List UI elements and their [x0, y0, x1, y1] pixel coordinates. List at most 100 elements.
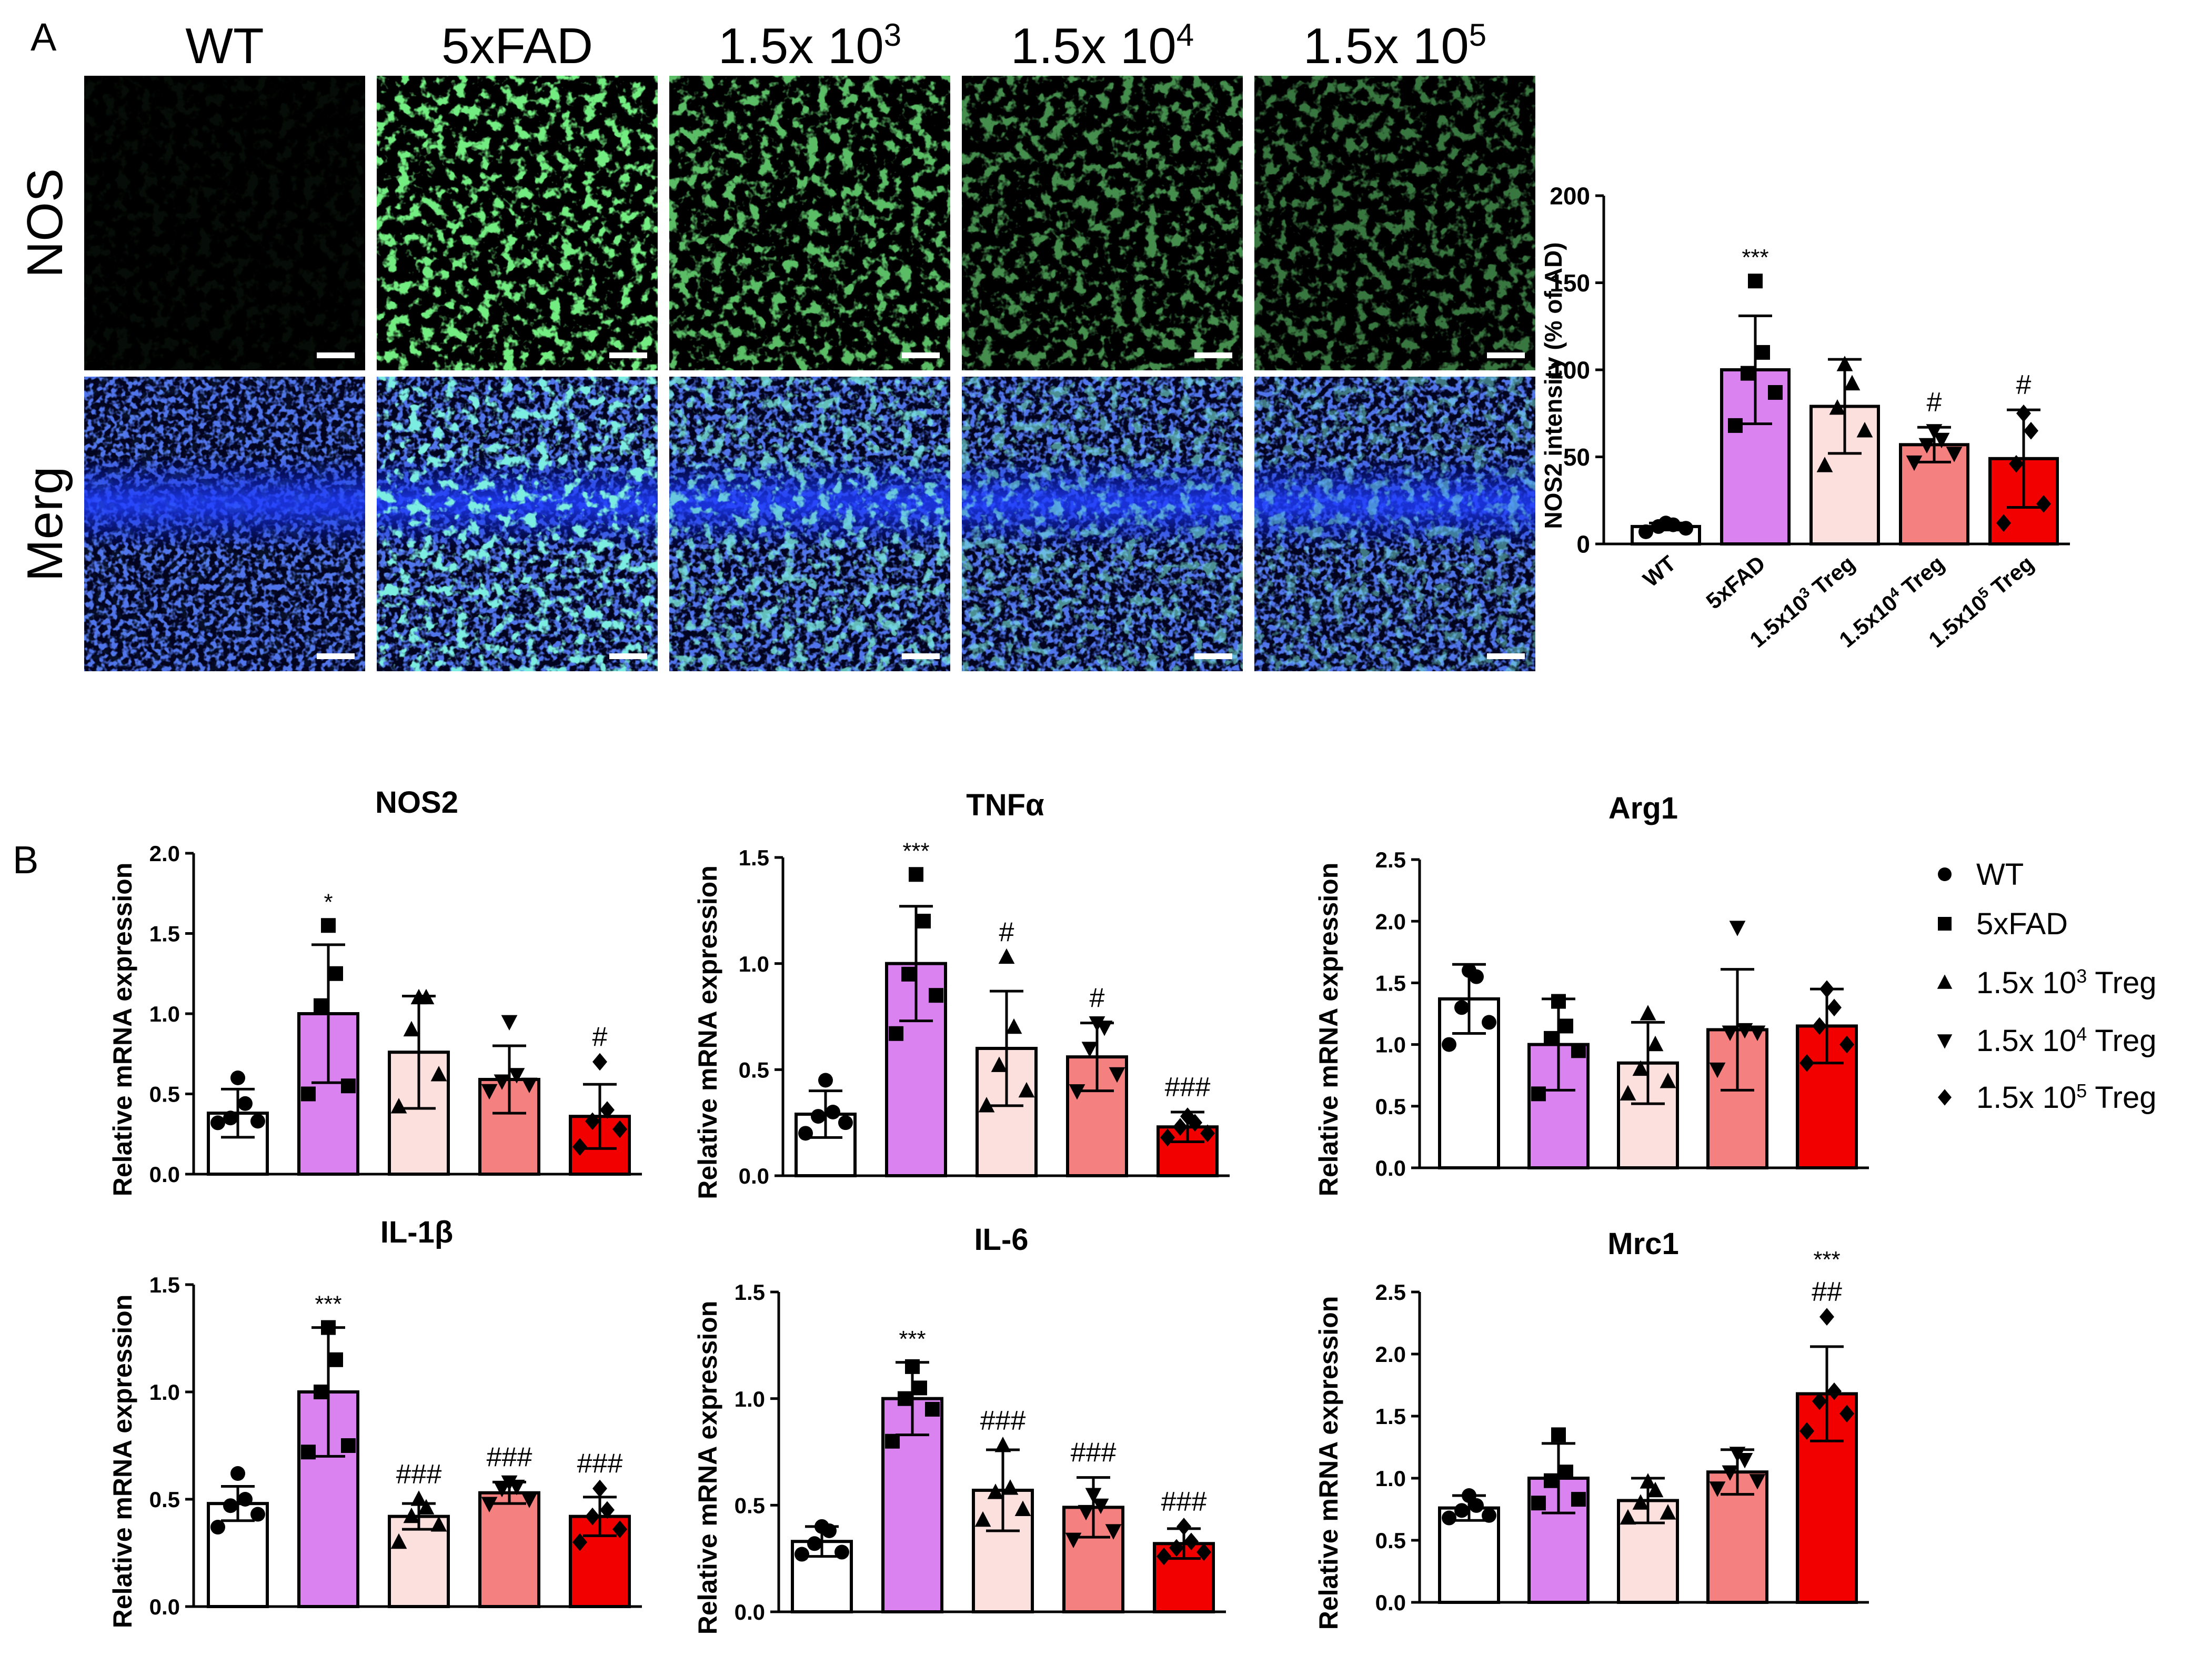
- data-point: [795, 1547, 809, 1562]
- scale-bar: [609, 653, 647, 659]
- x-tick-label: 5xFAD: [1701, 551, 1769, 614]
- data-point: [1748, 274, 1763, 289]
- significance-label: ###: [1165, 1072, 1211, 1103]
- data-point: [2016, 404, 2031, 422]
- data-point: [1844, 375, 1861, 391]
- data-point: [1728, 418, 1743, 433]
- micrograph-column-superscript: 4: [1177, 17, 1194, 53]
- data-point: [1799, 1422, 1814, 1440]
- data-point: [430, 1066, 447, 1082]
- data-point: [1640, 1005, 1656, 1021]
- chart-nos2_mrna: NOS2 0.0 0.5 1.0 1.5 2.0 Relative mRNA express…: [108, 785, 642, 1196]
- data-point: [494, 1074, 510, 1090]
- data-point: [341, 1438, 356, 1453]
- scale-bar: [902, 653, 940, 659]
- legend-label: 1.5x 103 Treg: [1976, 965, 2156, 1001]
- data-point: [2009, 455, 2024, 473]
- data-point: [1092, 1498, 1109, 1514]
- y-axis-label: NOS2 intensity (% of AD): [1540, 242, 1567, 529]
- micrograph-column-superscript: 3: [884, 17, 901, 53]
- data-point: [1632, 1494, 1649, 1510]
- y-tick-label: 2.5: [1375, 847, 1406, 872]
- scale-bar: [902, 352, 940, 358]
- data-point: [1177, 1518, 1191, 1536]
- data-point: [994, 1437, 1011, 1452]
- y-tick-label: 0.5: [149, 1082, 180, 1107]
- data-point: [481, 1497, 498, 1512]
- y-axis-label: Relative mRNA expression: [108, 1295, 137, 1629]
- micrograph-row-label: Merg: [17, 467, 73, 582]
- significance-label: ***: [315, 1291, 341, 1317]
- significance-label: *: [324, 889, 333, 915]
- data-point: [885, 1433, 900, 1449]
- data-point: [1709, 1062, 1726, 1078]
- data-point: [1544, 1031, 1559, 1046]
- legend-marker: [1937, 1034, 1953, 1049]
- data-point: [1749, 1025, 1766, 1041]
- y-tick-label: 1.5: [739, 845, 769, 870]
- data-point: [818, 1073, 833, 1088]
- data-point: [230, 1466, 245, 1481]
- data-point: [600, 1501, 615, 1519]
- y-axis-label: Relative mRNA expression: [693, 1301, 722, 1635]
- data-point: [341, 1078, 356, 1094]
- significance-label: #: [1927, 387, 1942, 418]
- data-point: [223, 1110, 238, 1126]
- scale-bar: [1194, 653, 1232, 659]
- scale-bar: [1487, 352, 1525, 358]
- micrograph-column-label: WT: [185, 18, 264, 74]
- y-tick-label: 1.5: [1375, 1404, 1406, 1429]
- data-point: [1906, 455, 1923, 471]
- data-point: [1173, 1118, 1188, 1136]
- data-point: [1571, 1043, 1586, 1058]
- micrograph-merge-signal: [377, 377, 658, 671]
- y-tick-label: 0.0: [735, 1600, 765, 1624]
- data-point: [508, 1068, 525, 1084]
- data-point: [987, 1483, 1004, 1499]
- data-point: [250, 1114, 265, 1129]
- y-tick-label: 200: [1550, 183, 1590, 210]
- legend: WT 5xFAD 1.5x 103 Treg 1.5x 104 Treg 1.5x 10…: [1937, 857, 2156, 1115]
- data-point: [328, 966, 343, 981]
- data-point: [321, 1320, 336, 1335]
- y-tick-label: 1.0: [149, 1002, 180, 1026]
- data-point: [612, 1120, 627, 1138]
- chart-title: Arg1: [1608, 791, 1678, 825]
- y-tick-label: 150: [1550, 269, 1590, 297]
- micrograph-merge-signal: [1254, 377, 1535, 671]
- data-point: [1551, 1427, 1566, 1442]
- significance-label: #: [999, 917, 1014, 948]
- micrograph-merge-tile: [962, 377, 1243, 671]
- micrograph-nos-signal: [669, 76, 950, 370]
- data-point: [1078, 1505, 1094, 1521]
- y-tick-label: 0.0: [149, 1594, 180, 1619]
- chart-title: NOS2: [375, 785, 458, 820]
- legend-superscript: 3: [2076, 965, 2087, 987]
- significance-label: ***: [902, 838, 929, 864]
- y-tick-label: 1.5: [149, 922, 180, 946]
- scale-bar: [1487, 653, 1525, 659]
- data-point: [1620, 1085, 1636, 1100]
- scale-bar: [317, 352, 355, 358]
- data-point: [1069, 1084, 1085, 1100]
- data-point: [1647, 1035, 1664, 1052]
- y-tick-label: 0: [1576, 531, 1590, 558]
- y-tick-label: 0.5: [1375, 1094, 1406, 1119]
- y-tick-label: 2.0: [1375, 909, 1406, 934]
- micrograph-grid: WT 5xFAD 1.5x 103 1.5x 104 1.5x 105 NOS Merg: [17, 17, 1535, 671]
- data-point: [1658, 516, 1673, 531]
- micrograph-nos-tile: [962, 76, 1243, 370]
- legend-superscript: 4: [2076, 1023, 2087, 1045]
- data-point: [1816, 457, 1833, 472]
- significance-label: ###: [577, 1449, 623, 1479]
- data-point: [1200, 1124, 1215, 1143]
- data-point: [1018, 1082, 1035, 1098]
- data-point: [1559, 1465, 1573, 1480]
- data-point: [1454, 1503, 1469, 1518]
- data-point: [889, 1026, 903, 1041]
- data-point: [1442, 1037, 1456, 1052]
- micrograph-nos-tile: [1254, 76, 1535, 370]
- data-point: [929, 988, 943, 1003]
